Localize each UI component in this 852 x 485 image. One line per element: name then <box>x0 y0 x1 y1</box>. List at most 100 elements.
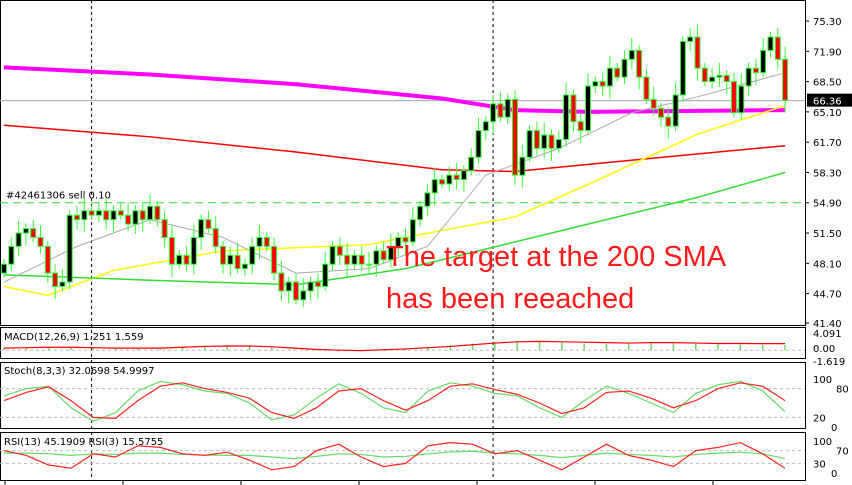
candle <box>139 210 146 221</box>
candle <box>526 130 533 158</box>
candle <box>263 236 270 247</box>
candle <box>621 58 628 78</box>
candle <box>614 67 621 78</box>
candle <box>358 254 365 265</box>
rsi-tick-label: 30 <box>813 459 826 470</box>
candle <box>745 67 752 87</box>
candle <box>241 263 248 270</box>
candle <box>636 49 643 78</box>
candle <box>314 281 321 287</box>
candle <box>307 281 314 292</box>
candle <box>395 236 402 247</box>
annotation-line-1: The target at the 200 SMA <box>386 241 727 273</box>
candle <box>161 219 168 238</box>
candle <box>512 98 518 176</box>
candle <box>293 281 299 301</box>
candle <box>570 94 577 123</box>
stoch-tick-label: 100 <box>813 375 832 386</box>
candle <box>650 98 657 109</box>
candle <box>234 254 241 270</box>
candle <box>59 281 66 287</box>
candle <box>168 236 175 265</box>
candle <box>752 67 759 74</box>
moving-average-line <box>3 65 786 114</box>
candle <box>322 263 329 287</box>
candle <box>482 121 489 132</box>
candle <box>716 74 723 78</box>
price-tick-label: 54.90 <box>813 199 842 210</box>
stoch-label: Stoch(8,3,3) 32.0698 54.9997 <box>4 366 155 377</box>
candle <box>125 214 132 225</box>
candle <box>88 210 95 216</box>
rsi-fast-line <box>3 441 786 471</box>
candle <box>497 103 504 118</box>
candle <box>380 250 387 261</box>
stoch-panel-frame <box>0 362 806 429</box>
candle <box>599 81 606 87</box>
current-price-badge <box>807 93 852 107</box>
candle <box>592 81 599 87</box>
candle <box>672 94 679 127</box>
candle <box>52 272 59 287</box>
candle <box>628 49 635 60</box>
candle <box>44 245 51 274</box>
rsi-tick-label: 70 <box>836 447 849 458</box>
candle <box>176 254 183 265</box>
price-tick-label: 41.40 <box>813 319 842 330</box>
price-tick-label: 51.50 <box>813 229 842 240</box>
candle <box>490 103 497 123</box>
candle <box>154 205 161 221</box>
candle <box>81 210 88 221</box>
price-tick-label: 68.50 <box>813 78 842 89</box>
candle <box>723 74 730 83</box>
macd-label: MACD(12,26,9) 1.251 1.559 <box>4 332 144 343</box>
candle <box>336 245 343 256</box>
candle <box>8 245 15 265</box>
macd-panel-frame <box>0 327 806 359</box>
macd-signal-line <box>3 340 785 352</box>
chart-annotation: The target at the 200 SMA has been reeac… <box>386 236 726 320</box>
candle <box>738 85 745 114</box>
candle <box>555 138 562 149</box>
candle <box>439 179 445 185</box>
rsi-tick-label: 100 <box>813 437 832 448</box>
candle <box>66 214 73 283</box>
candle <box>351 254 358 265</box>
price-tick-label: 65.10 <box>813 108 842 119</box>
candle <box>110 210 117 221</box>
candle <box>519 156 526 176</box>
rsi-slow-line <box>4 450 786 460</box>
candle <box>249 245 256 265</box>
candle <box>585 85 591 132</box>
candle <box>132 210 139 225</box>
candle <box>205 219 212 230</box>
price-tick-label: 75.30 <box>813 17 842 28</box>
price-tick-label: 58.30 <box>813 168 842 179</box>
candle <box>300 290 307 301</box>
current-price-label: 66.36 <box>813 97 842 108</box>
candle <box>117 210 124 216</box>
candle <box>431 179 438 194</box>
candle <box>453 174 460 181</box>
candle <box>278 272 285 292</box>
candle <box>212 228 219 247</box>
candle <box>95 210 102 216</box>
stoch-tick-label: 20 <box>813 413 826 424</box>
stoch-signal-line <box>3 382 786 419</box>
moving-average-line <box>3 124 786 173</box>
rsi-label: RSI(13) 45.1909 RSI(3) 15.5755 <box>4 437 163 448</box>
stoch-main-line <box>3 380 786 422</box>
candle <box>37 236 44 247</box>
price-tick-label: 61.70 <box>813 138 842 149</box>
price-tick-label: 48.10 <box>813 259 842 270</box>
candle <box>679 40 686 96</box>
candle <box>285 281 292 292</box>
candle <box>329 245 336 265</box>
candle <box>147 205 153 221</box>
candle <box>402 236 409 243</box>
stoch-tick-label: 80 <box>836 385 849 396</box>
price-tick-label: 71.90 <box>813 47 842 58</box>
candle <box>767 36 774 51</box>
candle <box>643 76 650 100</box>
